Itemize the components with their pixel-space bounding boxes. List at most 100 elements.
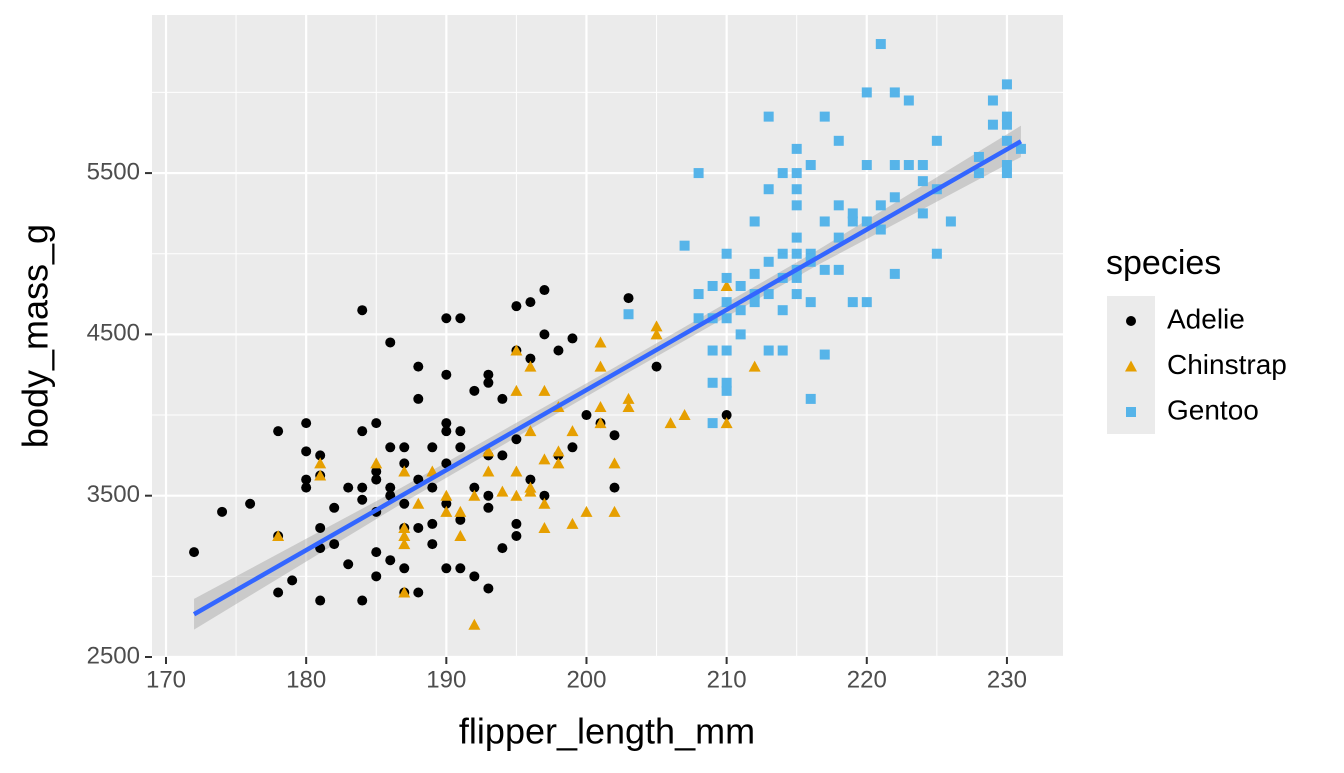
point bbox=[791, 184, 802, 195]
point bbox=[931, 248, 942, 259]
point bbox=[413, 361, 424, 372]
point bbox=[945, 216, 956, 227]
point bbox=[329, 502, 340, 513]
y-axis-title: body_mass_g bbox=[15, 224, 56, 448]
point bbox=[371, 474, 382, 485]
point bbox=[399, 498, 410, 509]
point bbox=[440, 489, 453, 501]
point bbox=[1001, 111, 1012, 122]
point bbox=[594, 400, 607, 412]
point bbox=[623, 293, 634, 304]
point bbox=[1015, 143, 1026, 154]
point bbox=[931, 135, 942, 146]
point bbox=[370, 457, 383, 469]
point bbox=[805, 248, 816, 259]
point bbox=[538, 497, 551, 509]
point bbox=[482, 465, 495, 477]
point bbox=[763, 289, 774, 300]
y-tick-label: 2500 bbox=[87, 642, 140, 669]
point bbox=[371, 466, 382, 477]
point bbox=[524, 481, 537, 493]
y-tick-label: 4500 bbox=[87, 320, 140, 347]
point bbox=[749, 216, 760, 227]
point bbox=[805, 160, 816, 171]
point bbox=[287, 575, 298, 586]
point bbox=[385, 555, 396, 566]
point bbox=[455, 442, 466, 453]
legend-key bbox=[1126, 407, 1136, 417]
point bbox=[749, 268, 760, 279]
point bbox=[721, 345, 732, 356]
point bbox=[720, 417, 733, 429]
x-tick-label: 190 bbox=[426, 666, 466, 693]
point bbox=[483, 377, 494, 388]
point bbox=[441, 369, 452, 380]
point bbox=[273, 587, 284, 598]
point bbox=[538, 384, 551, 396]
point bbox=[622, 400, 635, 412]
point bbox=[833, 135, 844, 146]
point bbox=[903, 95, 914, 106]
point bbox=[721, 272, 732, 283]
point bbox=[427, 442, 438, 453]
point bbox=[413, 587, 424, 598]
point bbox=[427, 518, 438, 529]
point bbox=[650, 328, 663, 340]
point bbox=[721, 313, 732, 324]
point bbox=[707, 418, 718, 429]
point bbox=[664, 417, 677, 429]
point bbox=[594, 336, 607, 348]
x-tick-label: 210 bbox=[707, 666, 747, 693]
point bbox=[483, 583, 494, 594]
point bbox=[510, 384, 523, 396]
point bbox=[552, 445, 565, 457]
point bbox=[272, 530, 285, 542]
point bbox=[903, 160, 914, 171]
point bbox=[455, 563, 466, 574]
point bbox=[735, 329, 746, 340]
point bbox=[538, 521, 551, 533]
point bbox=[721, 410, 732, 421]
point bbox=[524, 425, 537, 437]
point bbox=[357, 426, 368, 437]
point bbox=[875, 224, 886, 235]
point bbox=[889, 268, 900, 279]
point bbox=[343, 482, 354, 493]
point bbox=[301, 418, 312, 429]
point bbox=[189, 547, 200, 558]
point bbox=[973, 168, 984, 179]
point bbox=[833, 264, 844, 275]
point bbox=[678, 409, 691, 421]
point bbox=[511, 434, 522, 445]
point bbox=[819, 349, 830, 360]
point bbox=[889, 192, 900, 203]
point bbox=[245, 498, 256, 509]
point bbox=[553, 345, 564, 356]
point bbox=[315, 450, 326, 461]
point bbox=[399, 458, 410, 469]
point bbox=[679, 240, 690, 251]
point bbox=[524, 360, 537, 372]
point bbox=[917, 208, 928, 219]
point bbox=[819, 264, 830, 275]
point bbox=[875, 39, 886, 50]
y-tick-label: 5500 bbox=[87, 158, 140, 185]
point bbox=[301, 446, 312, 457]
point bbox=[497, 393, 508, 404]
point bbox=[566, 517, 579, 529]
point bbox=[357, 305, 368, 316]
legend-label: Chinstrap bbox=[1167, 349, 1287, 380]
point bbox=[650, 320, 663, 332]
point bbox=[455, 313, 466, 324]
point bbox=[609, 430, 620, 441]
point bbox=[987, 95, 998, 106]
point bbox=[791, 143, 802, 154]
point bbox=[917, 160, 928, 171]
point bbox=[469, 482, 480, 493]
point bbox=[371, 571, 382, 582]
point bbox=[735, 305, 746, 316]
point bbox=[398, 530, 411, 542]
point bbox=[777, 345, 788, 356]
point bbox=[357, 595, 368, 606]
point bbox=[622, 392, 635, 404]
